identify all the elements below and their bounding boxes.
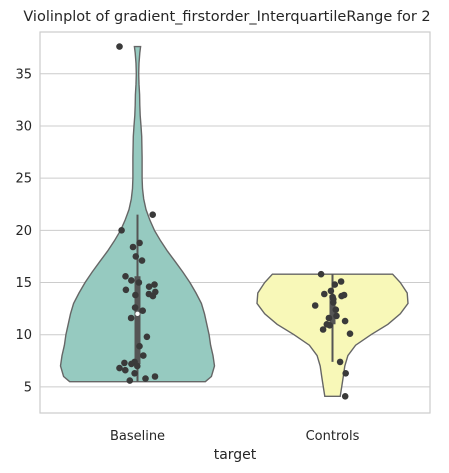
- point-baseline-21: [136, 343, 143, 350]
- y-tick-label-30: 30: [15, 119, 32, 134]
- point-baseline-6: [139, 257, 146, 264]
- point-baseline-19: [128, 315, 135, 322]
- point-baseline-28: [122, 367, 129, 374]
- point-baseline-8: [128, 277, 135, 284]
- point-baseline-30: [152, 373, 159, 380]
- point-controls-4: [321, 291, 328, 298]
- point-baseline-1: [149, 211, 156, 218]
- point-baseline-18: [139, 307, 146, 314]
- violins: [61, 47, 409, 397]
- point-baseline-31: [142, 375, 149, 382]
- point-baseline-20: [144, 334, 151, 341]
- point-controls-21: [342, 393, 349, 400]
- point-baseline-2: [118, 227, 125, 234]
- x-tick-label-baseline: Baseline: [110, 429, 165, 444]
- point-baseline-29: [131, 370, 138, 377]
- point-controls-6: [338, 293, 345, 300]
- point-controls-0: [318, 271, 325, 278]
- point-controls-11: [333, 306, 340, 313]
- point-baseline-7: [122, 273, 129, 280]
- point-controls-13: [326, 315, 333, 322]
- y-tick-label-25: 25: [15, 172, 32, 187]
- point-controls-17: [320, 326, 327, 333]
- point-controls-20: [342, 370, 349, 377]
- y-tick-labels: 5 10 15 20 25 30 35: [15, 67, 32, 395]
- y-tick-label-5: 5: [24, 380, 32, 395]
- x-tick-labels: Baseline Controls: [110, 429, 360, 444]
- point-baseline-15: [132, 292, 139, 299]
- point-controls-10: [312, 302, 319, 309]
- point-baseline-0: [116, 43, 123, 50]
- point-baseline-25: [128, 361, 135, 368]
- point-baseline-32: [127, 377, 134, 384]
- point-baseline-5: [133, 253, 140, 260]
- point-baseline-26: [134, 363, 141, 370]
- point-controls-19: [337, 359, 344, 366]
- point-controls-9: [330, 299, 337, 306]
- point-controls-2: [332, 281, 339, 288]
- point-baseline-12: [123, 287, 130, 294]
- point-baseline-27: [116, 365, 123, 372]
- point-baseline-11: [146, 283, 153, 290]
- y-tick-label-15: 15: [15, 276, 32, 291]
- point-controls-14: [342, 318, 349, 325]
- point-controls-18: [347, 330, 354, 337]
- point-baseline-3: [136, 240, 143, 247]
- chart-title: Violinplot of gradient_firstorder_Interq…: [23, 9, 430, 25]
- point-baseline-17: [132, 304, 139, 311]
- y-tick-label-10: 10: [15, 328, 32, 343]
- y-tick-label-20: 20: [15, 224, 32, 239]
- point-controls-12: [333, 313, 340, 320]
- point-baseline-24: [121, 360, 128, 367]
- point-baseline-4: [130, 244, 137, 251]
- x-axis-label: target: [214, 447, 257, 463]
- x-tick-label-controls: Controls: [306, 429, 360, 444]
- point-controls-3: [328, 288, 335, 295]
- y-tick-label-35: 35: [15, 67, 32, 82]
- point-controls-1: [338, 278, 345, 285]
- median-baseline: [135, 312, 139, 316]
- point-baseline-16: [150, 293, 157, 300]
- point-baseline-22: [140, 352, 147, 359]
- point-baseline-9: [136, 279, 143, 286]
- point-controls-16: [326, 322, 333, 329]
